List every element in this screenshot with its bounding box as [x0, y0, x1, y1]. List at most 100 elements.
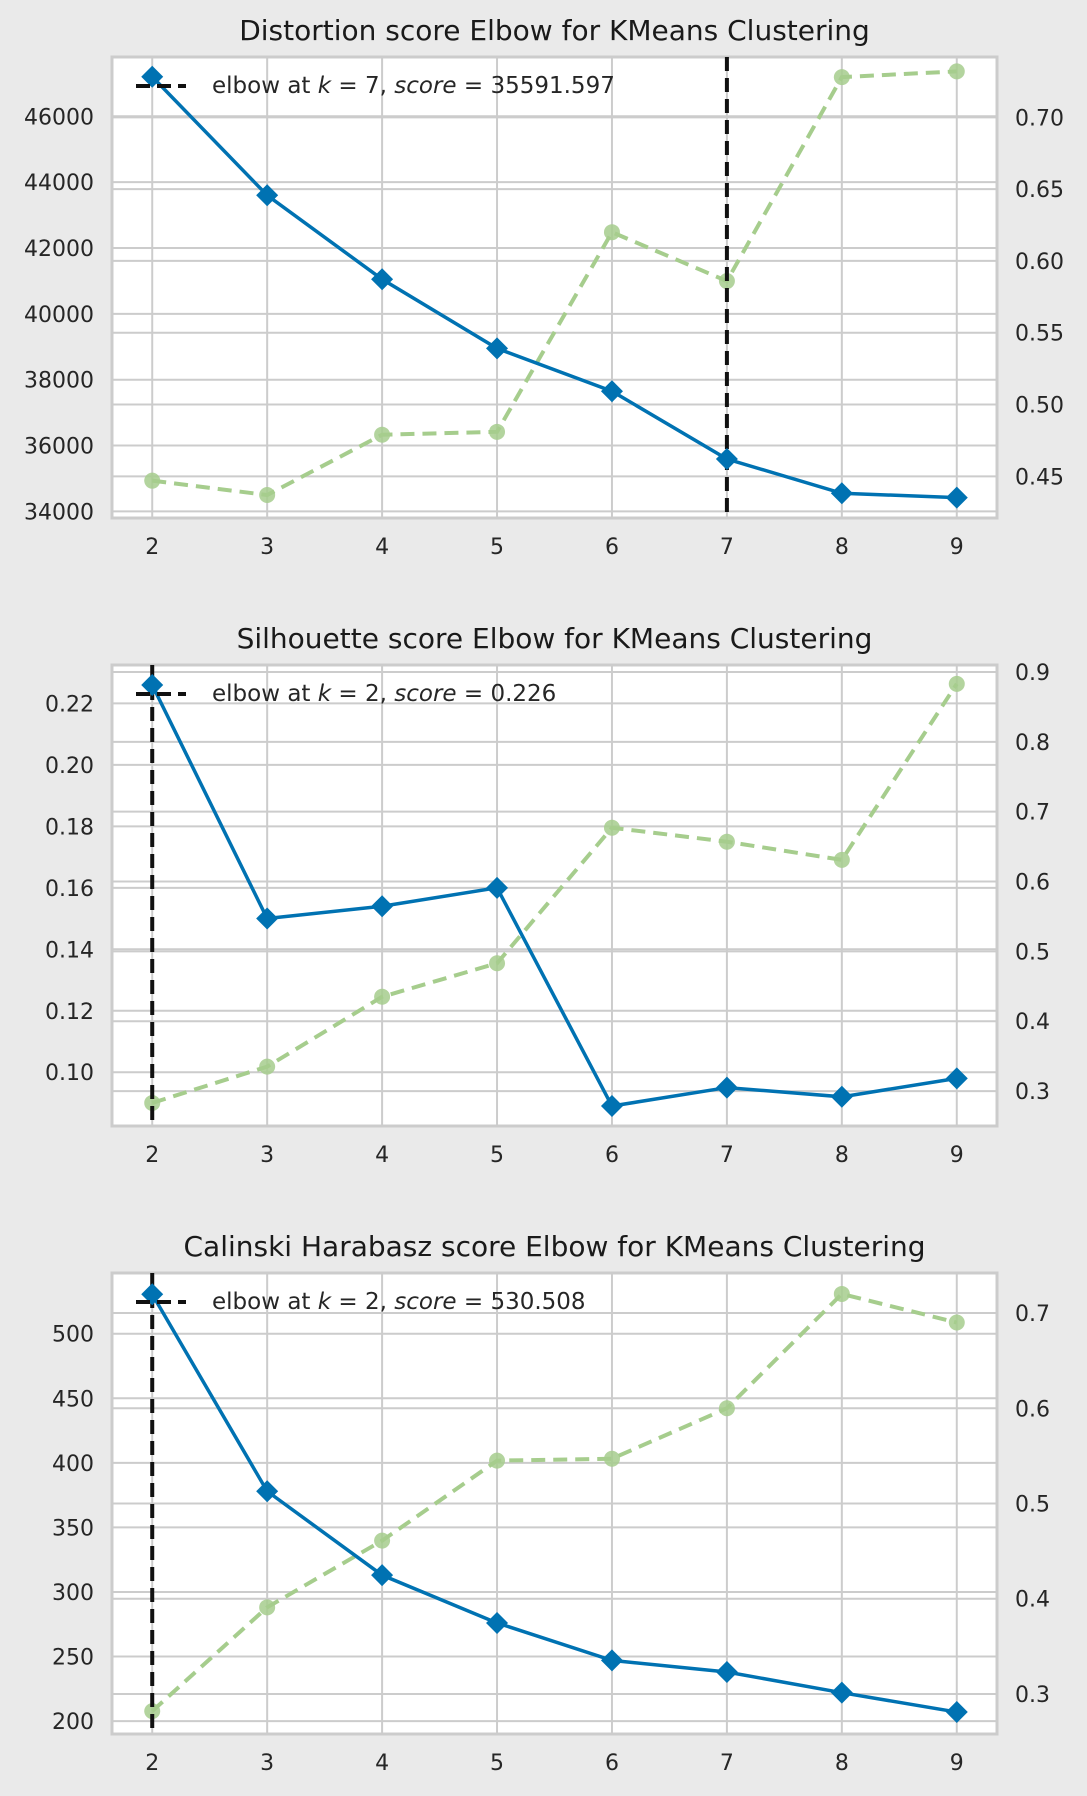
secondary-series-point [948, 1314, 965, 1331]
x-tick-label: 7 [720, 1751, 734, 1776]
primary-series-point [600, 1095, 623, 1118]
secondary-series-line [151, 682, 959, 1105]
primary-series-point [945, 1067, 968, 1090]
primary-series-line [150, 684, 958, 1108]
legend-k-eq: = 7, [331, 73, 394, 99]
legend-label: elbow at k = 2, score = 0.226 [212, 681, 556, 707]
x-tick-label: 5 [490, 1751, 504, 1776]
legend-score-eq: = 530.508 [457, 1289, 586, 1315]
x-tick-label: 4 [375, 1143, 389, 1168]
secondary-series-point [948, 63, 965, 80]
secondary-series-point [374, 988, 391, 1005]
y2-tick-label: 0.3 [1015, 1080, 1050, 1105]
y-tick-label: 0.12 [45, 1000, 94, 1025]
primary-series-point [256, 907, 279, 930]
primary-series-line [150, 1293, 958, 1714]
y2-tick-label: 0.3 [1015, 1683, 1050, 1708]
x-tick-label: 6 [605, 1143, 619, 1168]
y-tick-label: 0.18 [45, 815, 94, 840]
primary-series-point [830, 1681, 853, 1704]
y2-tick-label: 0.8 [1015, 731, 1050, 756]
x-tick-label: 2 [145, 535, 159, 560]
legend-k-eq: = 2, [331, 681, 394, 707]
x-tick-label: 4 [375, 535, 389, 560]
primary-series-point [486, 337, 509, 360]
y2-tick-label: 0.4 [1015, 1588, 1050, 1613]
y-tick-label: 250 [52, 1646, 94, 1671]
primary-series-point [715, 1076, 738, 1099]
y-tick-label: 44000 [24, 171, 94, 196]
y-tick-label: 0.20 [45, 754, 94, 779]
primary-series-point [945, 1701, 968, 1724]
x-tick-label: 3 [260, 1751, 274, 1776]
silhouette-elbow-chart: 2 3 4 5 6 7 8 9 0.10 0.12 0.14 0.16 0.18 0.20 0.22 0.3 0… [45, 622, 1050, 1168]
secondary-series-point [603, 224, 620, 241]
x-tick-label: 8 [835, 1143, 849, 1168]
primary-series-point [141, 65, 164, 88]
x-tick-label: 8 [835, 535, 849, 560]
y2-tick-label: 0.5 [1015, 940, 1050, 965]
calinski-harabasz-elbow-chart: 2 3 4 5 6 7 8 9 200 250 300 350 400 450 500 0.3 0.4 0.5 0.… [52, 1230, 1050, 1776]
primary-series-point [830, 482, 853, 505]
y2-tick-label: 0.9 [1015, 661, 1050, 686]
y-tick-label: 36000 [24, 435, 94, 460]
secondary-series-point [259, 1058, 276, 1075]
secondary-series-point [489, 955, 506, 972]
legend-prefix: elbow at [212, 73, 318, 99]
y-tick-label: 0.10 [45, 1061, 94, 1086]
secondary-series-point [603, 1450, 620, 1467]
secondary-series-point [259, 1599, 276, 1616]
legend-prefix: elbow at [212, 681, 318, 707]
x-tick-label: 7 [720, 1143, 734, 1168]
y2-tick-label: 0.65 [1015, 178, 1064, 203]
primary-series-point [486, 1611, 509, 1634]
y2-tick-label: 0.6 [1015, 1397, 1050, 1422]
x-tick-label: 4 [375, 1751, 389, 1776]
chart-title: Silhouette score Elbow for KMeans Cluste… [237, 622, 873, 655]
y-tick-label: 400 [52, 1452, 94, 1477]
y-tick-label: 200 [52, 1710, 94, 1735]
x-tick-label: 5 [490, 535, 504, 560]
y-tick-label: 450 [52, 1387, 94, 1412]
primary-series-point [945, 486, 968, 509]
y-tick-label: 500 [52, 1323, 94, 1348]
primary-series-point [715, 448, 738, 471]
y2-tick-label: 0.5 [1015, 1493, 1050, 1518]
secondary-series-point [144, 1094, 161, 1111]
x-tick-label: 5 [490, 1143, 504, 1168]
y2-tick-label: 0.45 [1015, 465, 1064, 490]
secondary-series-point [833, 851, 850, 868]
chart-title: Distortion score Elbow for KMeans Cluste… [239, 14, 870, 47]
x-tick-label: 7 [720, 535, 734, 560]
plot-frame [110, 663, 999, 1128]
x-tick-label: 9 [950, 1751, 964, 1776]
primary-series-point [141, 1283, 164, 1306]
legend-score-eq: = 35591.597 [457, 73, 615, 99]
y-tick-label: 0.16 [45, 877, 94, 902]
primary-series-point [371, 1564, 394, 1587]
secondary-series-point [144, 472, 161, 489]
secondary-series-point [718, 1400, 735, 1417]
primary-series-point [256, 184, 279, 207]
secondary-series-point [718, 833, 735, 850]
secondary-series-point [948, 675, 965, 692]
y-tick-label: 42000 [24, 237, 94, 262]
secondary-series-point [144, 1703, 161, 1720]
y2-tick-label: 0.6 [1015, 871, 1050, 896]
primary-series-point [371, 268, 394, 291]
x-tick-label: 9 [950, 535, 964, 560]
plot-area [112, 57, 997, 518]
secondary-series-point [489, 1452, 506, 1469]
primary-series-point [715, 1661, 738, 1684]
x-tick-label: 8 [835, 1751, 849, 1776]
primary-series-point [486, 876, 509, 899]
y2-tick-label: 0.4 [1015, 1010, 1050, 1035]
y2-tick-label: 0.55 [1015, 322, 1064, 347]
secondary-series-point [489, 423, 506, 440]
x-tick-label: 2 [145, 1751, 159, 1776]
primary-series-point [600, 1649, 623, 1672]
legend-label: elbow at k = 7, score = 35591.597 [212, 73, 615, 99]
y2-tick-label: 0.70 [1015, 106, 1064, 131]
y-tick-label: 34000 [24, 500, 94, 525]
secondary-series-point [833, 69, 850, 86]
